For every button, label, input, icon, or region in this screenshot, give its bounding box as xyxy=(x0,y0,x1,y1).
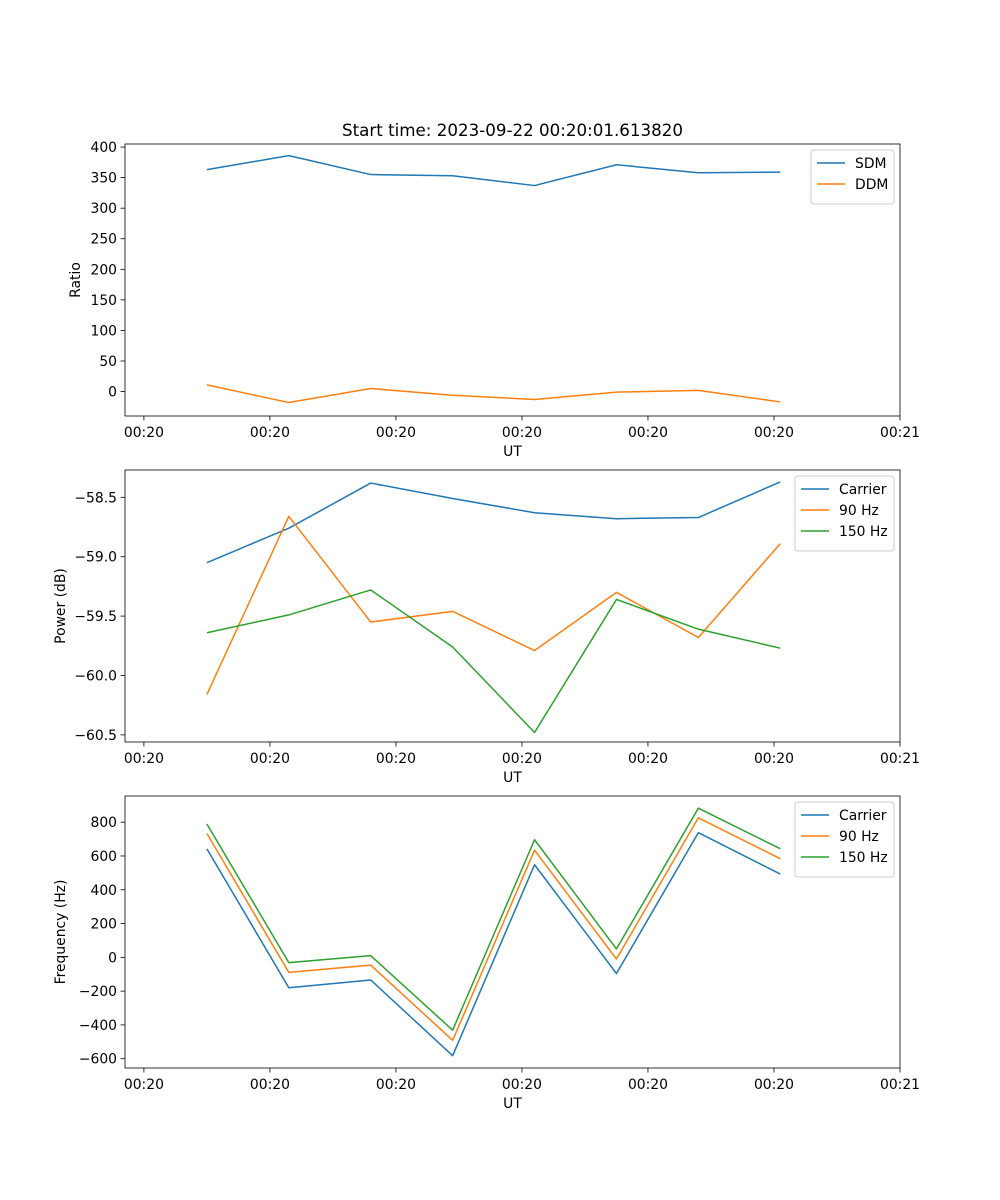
plot-frame xyxy=(124,795,901,1069)
y-tick-label: −60.0 xyxy=(74,668,117,684)
x-axis-label: UT xyxy=(503,1096,522,1112)
y-tick-label: −59.0 xyxy=(74,550,117,566)
x-tick-label: 00:20 xyxy=(250,751,290,767)
legend-label: Carrier xyxy=(839,482,887,498)
y-tick-label: 200 xyxy=(90,262,117,278)
legend-box xyxy=(794,475,895,552)
x-tick-label: 00:20 xyxy=(376,1077,416,1093)
legend: SDM DDM xyxy=(810,149,895,205)
y-tick-label: 300 xyxy=(90,201,117,217)
x-tick-label: 00:20 xyxy=(376,425,416,441)
y-tick-label: 350 xyxy=(90,171,117,187)
x-tick-label: 00:20 xyxy=(628,425,668,441)
legend-label: SDM xyxy=(855,156,887,172)
x-tick-label: 00:21 xyxy=(880,1077,920,1093)
x-axis-label: UT xyxy=(503,770,522,786)
legend-label: 90 Hz xyxy=(839,503,879,519)
x-tick-label: 00:20 xyxy=(502,1077,542,1093)
y-tick-label: −59.5 xyxy=(74,609,117,625)
x-tick-label: 00:21 xyxy=(880,425,920,441)
y-tick-label: −60.5 xyxy=(74,728,117,744)
y-axis-label: Frequency (Hz) xyxy=(53,880,69,985)
y-tick-label: −58.5 xyxy=(74,490,117,506)
y-tick-label: 0 xyxy=(108,950,117,966)
chart-title: Start time: 2023-09-22 00:20:01.613820 xyxy=(342,120,683,140)
plot-frame xyxy=(124,143,901,417)
legend-box xyxy=(794,801,895,878)
x-tick-label: 00:21 xyxy=(880,751,920,767)
y-tick-label: 0 xyxy=(108,385,117,401)
y-tick-label: 150 xyxy=(90,293,117,309)
legend: Carrier 90 Hz 150 Hz xyxy=(794,475,895,552)
x-tick-label: 00:20 xyxy=(124,751,164,767)
series-line-sdm xyxy=(206,154,781,187)
y-tick-label: 200 xyxy=(90,917,117,933)
series-line-carrier xyxy=(206,831,781,1057)
x-tick-label: 00:20 xyxy=(628,1077,668,1093)
y-tick-label: 250 xyxy=(90,232,117,248)
series-line-150-hz xyxy=(206,589,781,734)
legend: Carrier 90 Hz 150 Hz xyxy=(794,801,895,878)
series-line-carrier xyxy=(206,481,781,564)
y-tick-label: 400 xyxy=(90,140,117,156)
x-tick-label: 00:20 xyxy=(754,425,794,441)
series-line-ddm xyxy=(206,384,781,404)
legend-label: 150 Hz xyxy=(839,524,888,540)
legend-label: 150 Hz xyxy=(839,850,888,866)
legend-label: 90 Hz xyxy=(839,829,879,845)
legend-label: Carrier xyxy=(839,808,887,824)
panel-ratio: 0 50 100 150 200 250 300 350 400 00:20 00:20 00:20 0… xyxy=(68,140,920,460)
x-tick-label: 00:20 xyxy=(124,1077,164,1093)
x-tick-label: 00:20 xyxy=(754,1077,794,1093)
panel-frequency: −600 −400 −200 0 200 400 600 800 00:20 00:20 00:20… xyxy=(53,795,920,1112)
y-tick-label: −600 xyxy=(79,1052,117,1068)
y-tick-label: 800 xyxy=(90,815,117,831)
y-tick-label: 100 xyxy=(90,323,117,339)
series-line-150-hz xyxy=(206,807,781,1031)
x-tick-label: 00:20 xyxy=(628,751,668,767)
series-line-90-hz xyxy=(206,515,781,695)
y-tick-label: 400 xyxy=(90,883,117,899)
y-tick-label: 50 xyxy=(99,354,117,370)
x-tick-label: 00:20 xyxy=(124,425,164,441)
y-tick-label: −200 xyxy=(79,984,117,1000)
y-tick-label: 600 xyxy=(90,849,117,865)
x-tick-label: 00:20 xyxy=(250,1077,290,1093)
legend-label: DDM xyxy=(855,177,888,193)
x-axis-label: UT xyxy=(503,444,522,460)
y-axis-label: Power (dB) xyxy=(53,568,69,644)
x-tick-label: 00:20 xyxy=(502,425,542,441)
y-axis-label: Ratio xyxy=(68,262,84,298)
x-tick-label: 00:20 xyxy=(376,751,416,767)
y-tick-label: −400 xyxy=(79,1018,117,1034)
x-tick-label: 00:20 xyxy=(754,751,794,767)
x-tick-label: 00:20 xyxy=(502,751,542,767)
panel-power: −60.5 −60.0 −59.5 −59.0 −58.5 00:20 00:20 00:20… xyxy=(53,469,920,786)
plot-frame xyxy=(124,469,901,743)
x-tick-label: 00:20 xyxy=(250,425,290,441)
series-line-90-hz xyxy=(206,817,781,1042)
